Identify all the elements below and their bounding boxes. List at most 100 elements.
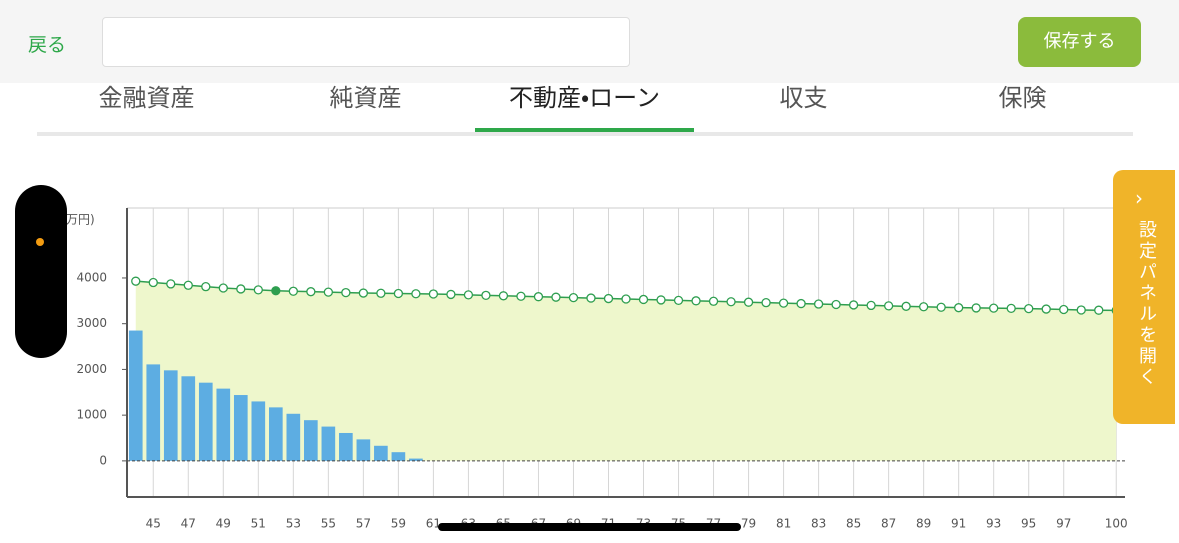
- x-tick-label: 89: [916, 517, 931, 531]
- point: [1076, 305, 1086, 315]
- point: [1041, 304, 1051, 314]
- home-indicator: [438, 523, 741, 531]
- y-tick-label: 1000: [76, 408, 107, 422]
- x-tick-label: 79: [741, 517, 756, 531]
- x-tick-label: 57: [356, 517, 371, 531]
- y-tick-label: 3000: [76, 316, 107, 330]
- point: [743, 297, 754, 307]
- point: [1059, 304, 1069, 315]
- point: [883, 301, 894, 311]
- bar: [163, 370, 178, 461]
- point: [393, 288, 404, 299]
- point: [1094, 305, 1104, 315]
- point: [971, 303, 981, 313]
- point: [183, 280, 193, 290]
- bar: [268, 407, 283, 461]
- point: [726, 297, 736, 307]
- point: [253, 285, 263, 295]
- point: [656, 295, 666, 305]
- scroll-pill[interactable]: [15, 185, 67, 358]
- tab[interactable]: 金融資産: [98, 84, 195, 112]
- x-tick-label: 93: [986, 517, 1001, 531]
- bar: [356, 439, 371, 461]
- tab[interactable]: 保険: [998, 84, 1047, 112]
- bar: [251, 401, 266, 461]
- point: [516, 291, 526, 301]
- x-tick-label: 95: [1021, 517, 1036, 531]
- settings-panel-toggle[interactable]: › 設定パネルを開く: [1113, 170, 1175, 424]
- bar: [374, 445, 388, 461]
- point: [288, 286, 298, 296]
- point: [586, 293, 596, 303]
- x-tick-label: 87: [881, 517, 896, 531]
- point: [708, 296, 719, 306]
- back-button[interactable]: 戻る: [28, 34, 67, 56]
- point: [446, 289, 456, 300]
- point: [778, 298, 789, 308]
- x-tick-label: 83: [811, 517, 826, 531]
- point: [498, 291, 509, 301]
- point: [481, 290, 491, 300]
- area: [135, 281, 1117, 461]
- point: [148, 277, 158, 288]
- tab[interactable]: 不動産・ローン: [475, 83, 694, 132]
- point: [166, 279, 176, 289]
- point: [131, 276, 141, 286]
- point: [201, 282, 211, 292]
- point: [411, 289, 421, 299]
- tab[interactable]: 純資産: [329, 84, 402, 112]
- point: [463, 290, 474, 300]
- point: [341, 287, 351, 298]
- bar: [233, 395, 248, 461]
- point: [866, 300, 876, 311]
- tab-bar: 金融資産 純資産 不動産・ローン 収支 保険: [37, 83, 1133, 136]
- point: [691, 296, 701, 306]
- point: [954, 303, 964, 313]
- x-tick-label: 51: [251, 517, 266, 531]
- point: [568, 292, 579, 303]
- bar: [409, 458, 423, 461]
- chevron-icon: ›: [1135, 186, 1143, 210]
- save-button[interactable]: 保存する: [1018, 17, 1141, 67]
- x-tick-label: 59: [391, 517, 406, 531]
- point: [638, 294, 649, 305]
- point: [603, 293, 614, 304]
- text-input[interactable]: [102, 17, 630, 67]
- header: 戻る 保存する: [0, 0, 1179, 83]
- bar: [339, 432, 353, 461]
- x-tick-label: 91: [951, 517, 966, 531]
- x-tick-label: 97: [1056, 517, 1071, 531]
- point: [761, 298, 771, 308]
- y-tick-label: 4000: [76, 270, 107, 284]
- x-tick-label: 85: [846, 517, 861, 531]
- bar: [128, 330, 143, 461]
- point: [1024, 303, 1034, 314]
- y-tick-label: 2000: [76, 362, 107, 376]
- point: [796, 298, 806, 309]
- bar: [181, 376, 196, 461]
- bar: [146, 364, 161, 461]
- point: [1006, 303, 1016, 314]
- x-tick-label: 53: [286, 517, 301, 531]
- x-tick-label: 81: [776, 517, 791, 531]
- indicator-dot: [36, 238, 44, 246]
- point: [428, 289, 439, 299]
- bar: [286, 413, 301, 461]
- point: [621, 294, 631, 304]
- tab[interactable]: 収支: [779, 84, 828, 112]
- bar: [216, 388, 231, 461]
- x-tick-label: 47: [181, 517, 196, 531]
- point: [236, 284, 246, 294]
- point: [936, 302, 946, 312]
- settings-panel-label: 設定パネルを開く: [1136, 220, 1157, 388]
- x-tick-label: 100: [1105, 517, 1128, 531]
- point: [673, 295, 684, 306]
- point: [323, 287, 334, 297]
- bar: [391, 452, 406, 461]
- y-unit-label: 万円): [66, 213, 95, 227]
- point: [848, 300, 859, 310]
- point: [533, 292, 544, 302]
- point: [901, 301, 911, 311]
